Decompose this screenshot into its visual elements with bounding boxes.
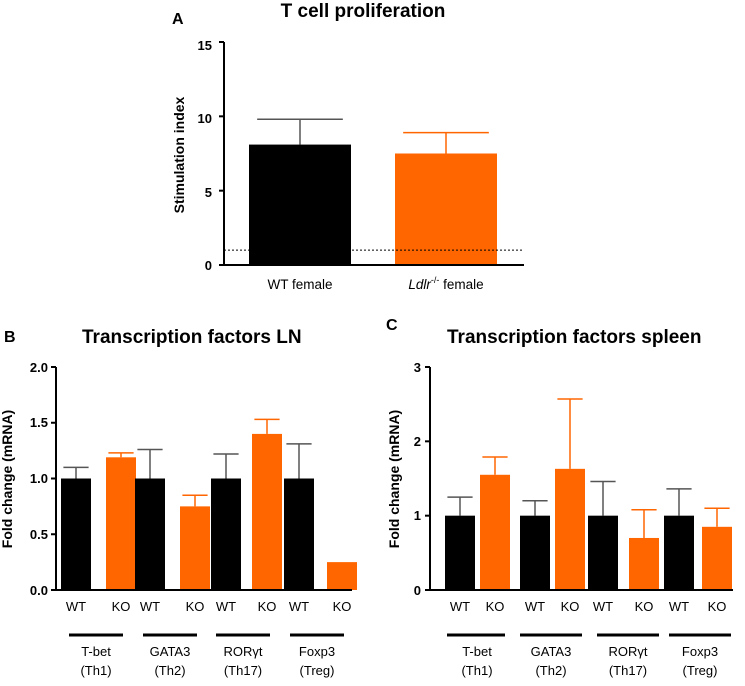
panel-c-group-sublabel: (Treg) [683,663,718,678]
panel-c-bar-label: WT [669,599,689,614]
panel-a-category-label: WT female [267,277,332,292]
panel-b-y-tick: 1.5 [30,415,48,430]
panel-c-bar-label: WT [593,599,613,614]
panel-b-bar-label: WT [289,599,309,614]
panel-c-bar-label: KO [561,599,580,614]
panel-a-y-axis-label: Stimulation index [171,96,187,213]
panel-a-bar [395,153,497,265]
panel-b-bar-label: KO [258,599,277,614]
panel-c-bar [480,474,510,590]
panel-c: C Transcription factors spleen Fold chan… [386,317,733,678]
panel-b-group-sublabel: (Th2) [154,663,185,678]
panel-a-y-tick: 0 [205,258,212,273]
panel-a-category-label: Ldlr-/- female [408,275,483,292]
panel-b-group-sublabel: (Th17) [224,663,262,678]
panel-c-bar-label: WT [525,599,545,614]
panel-c-y-tick: 0 [414,583,421,598]
panel-b-bar-label: WT [140,599,160,614]
panel-c-bar [588,515,618,590]
panel-b-group-label: T-bet [81,644,111,659]
panel-a-plot [219,41,524,266]
panel-b-bar [327,562,357,590]
panel-b-bar [106,457,136,590]
panel-a-bar [249,144,351,265]
panel-b-bar [252,433,282,590]
panel-b-group-label: GATA3 [150,644,191,659]
panel-b-bar [180,506,210,590]
panel-b-letter: B [4,329,16,346]
panel-b-bar [211,478,241,590]
panel-a-title: T cell proliferation [281,1,446,22]
panel-c-letter: C [386,317,398,334]
panel-c-y-tick: 3 [414,360,421,375]
panel-b-group-sublabel: (Treg) [300,663,335,678]
panel-b-bar-label: KO [112,599,131,614]
panel-a: A T cell proliferation Stimulation index… [171,1,524,292]
panel-c-bar [445,515,475,590]
panel-a-y-tick: 10 [198,111,212,126]
panel-c-y-tick: 1 [414,508,421,523]
panel-b-bar-label: KO [186,599,205,614]
panel-c-plot [425,366,733,591]
panel-c-bar [702,526,732,590]
panel-b-y-tick: 1.0 [30,471,48,486]
panel-b-plot [51,366,357,591]
panel-b-bar-label: WT [216,599,236,614]
panel-c-y-axis-label: Fold change (mRNA) [386,410,402,548]
panel-b-y-tick: 2.0 [30,360,48,375]
panel-c-bar [520,515,550,590]
panel-c-bar [629,537,659,590]
panel-b: B Transcription factors LN Fold change (… [0,327,357,678]
panel-c-group-label: Foxp3 [682,644,718,659]
panel-b-y-tick: 0.0 [30,583,48,598]
panel-a-y-tick: 15 [198,38,212,53]
panel-b-title: Transcription factors LN [82,327,302,348]
panel-c-group-label: RORγt [609,644,648,659]
panel-c-group-sublabel: (Th17) [609,663,647,678]
panel-b-bar-label: WT [66,599,86,614]
panel-b-bar-label: KO [333,599,352,614]
panel-c-group-sublabel: (Th2) [535,663,566,678]
panel-c-group-label: GATA3 [531,644,572,659]
panel-b-group-sublabel: (Th1) [80,663,111,678]
panel-c-bar-label: KO [635,599,654,614]
panel-b-y-axis-label: Fold change (mRNA) [0,410,15,548]
panel-c-bar [664,515,694,590]
panel-b-group-label: RORγt [224,644,263,659]
panel-c-bar-label: WT [450,599,470,614]
panel-b-bar [284,478,314,590]
panel-b-y-tick: 0.5 [30,527,48,542]
panel-a-letter: A [172,11,184,28]
panel-a-y-tick: 5 [205,185,212,200]
panel-c-title: Transcription factors spleen [447,327,701,348]
panel-b-group-label: Foxp3 [299,644,335,659]
panel-c-group-sublabel: (Th1) [461,663,492,678]
panel-c-bar-label: KO [708,599,727,614]
panel-c-bar-label: KO [486,599,505,614]
panel-b-bar [135,478,165,590]
panel-c-group-label: T-bet [462,644,492,659]
panel-b-bar [61,478,91,590]
panel-c-bar [555,468,585,590]
panel-c-y-tick: 2 [414,434,421,449]
